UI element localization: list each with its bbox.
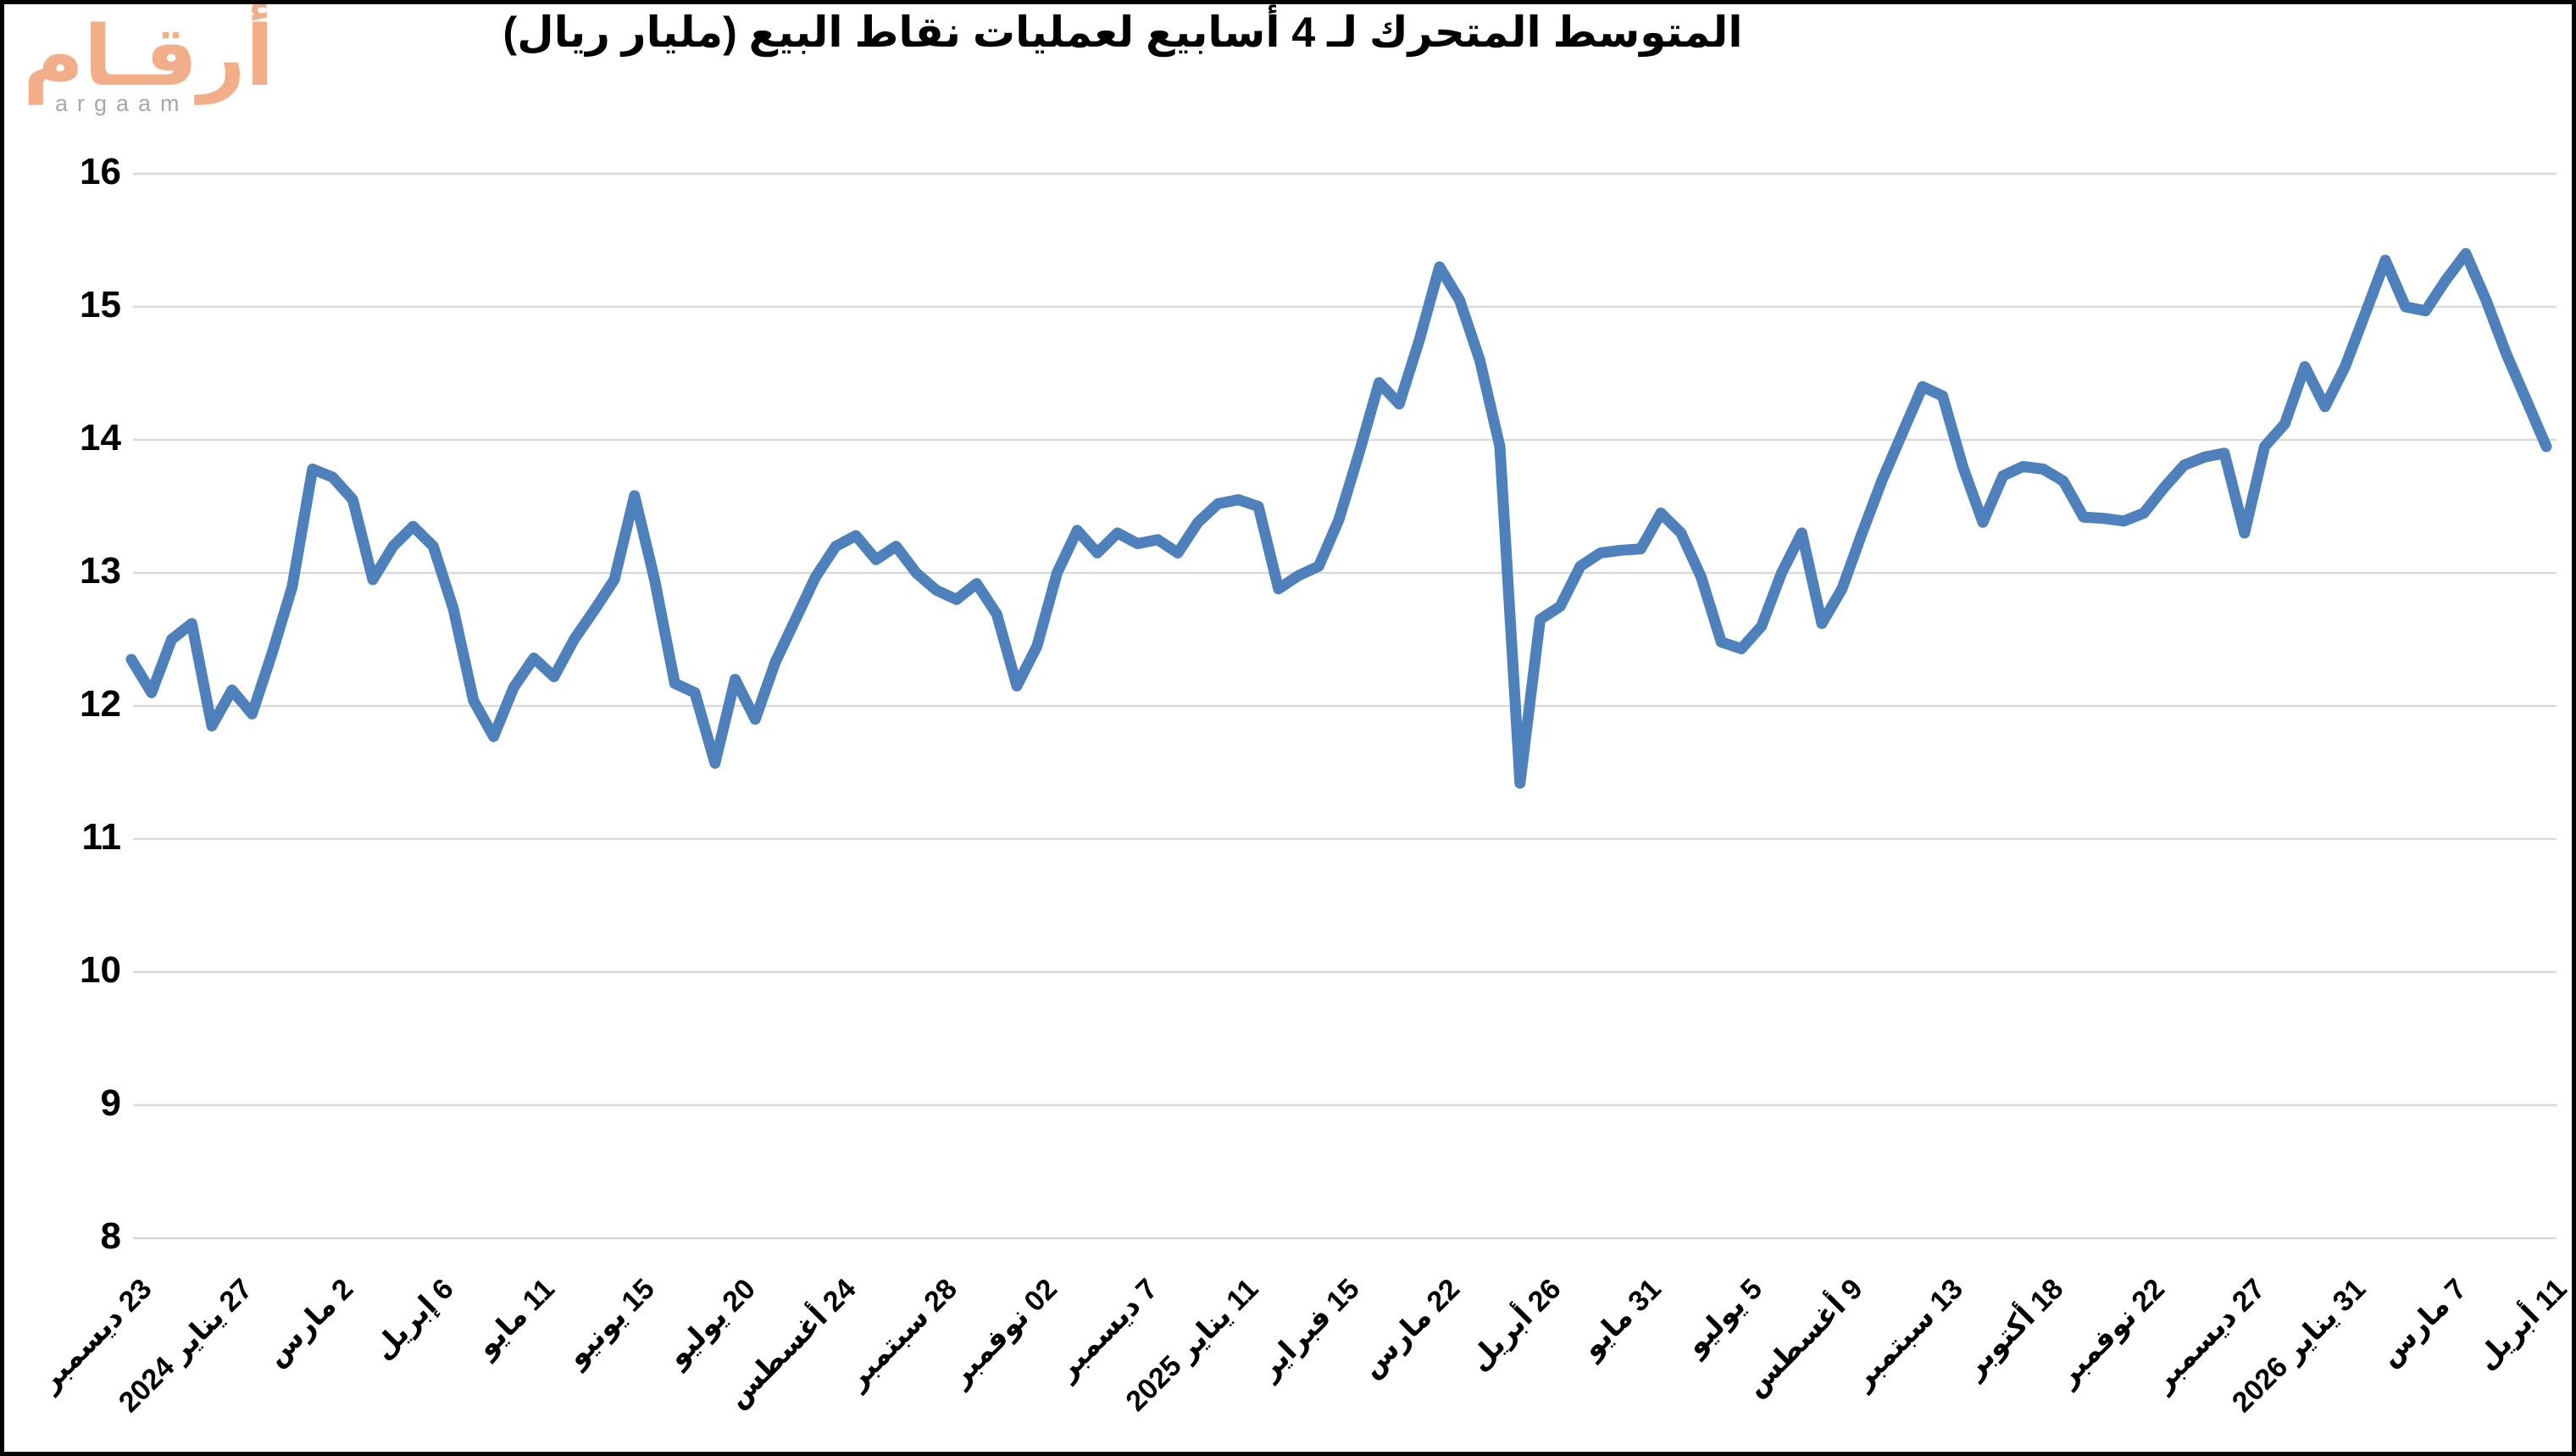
argaam-logo: أرقـام argaam: [23, 9, 277, 117]
y-axis-tick-label-8: 8: [100, 1215, 121, 1257]
y-axis-tick-label-11: 11: [81, 816, 121, 858]
y-axis-tick-label-12: 12: [80, 683, 121, 725]
y-axis-tick-label-9: 9: [100, 1082, 121, 1124]
y-axis-tick-label-10: 10: [80, 949, 121, 991]
argaam-logo-arabic: أرقـام: [23, 9, 275, 103]
y-axis-tick-label-13: 13: [80, 550, 121, 592]
y-axis-tick-label-15: 15: [80, 284, 121, 325]
y-axis-tick-label-14: 14: [80, 417, 121, 458]
y-axis-tick-label-16: 16: [80, 151, 121, 192]
chart-canvas: [125, 172, 2557, 1240]
series-line: [125, 247, 2552, 789]
chart-title: المتوسط المتحرك لـ 4 أسابيع لعمليات نقاط…: [502, 8, 1743, 56]
argaam-logo-latin: argaam: [55, 90, 189, 116]
